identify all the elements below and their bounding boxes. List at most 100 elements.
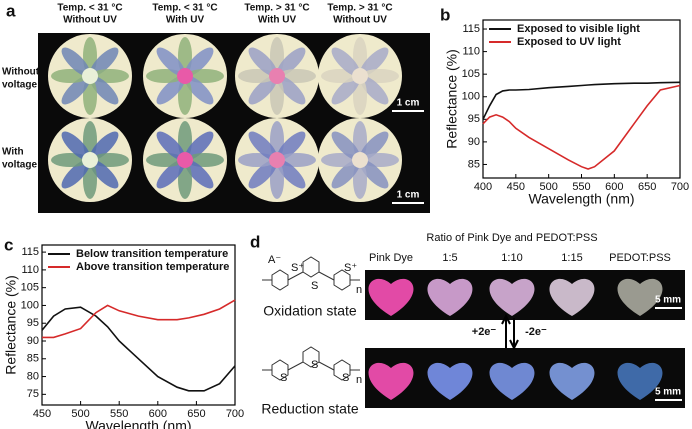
petal [184, 47, 214, 77]
y-tick-label: 80 [27, 370, 39, 382]
petal [156, 159, 186, 189]
row-label: With [2, 147, 24, 158]
panel-letter: c [4, 235, 13, 254]
legend-label: Exposed to visible light [517, 23, 640, 35]
petal [331, 159, 361, 189]
column-label: Pink Dye [369, 252, 413, 264]
petal [184, 159, 214, 189]
flower-center [352, 152, 368, 168]
legend-label: Exposed to UV light [517, 36, 621, 48]
series-line [482, 84, 681, 170]
petal [61, 47, 91, 77]
chem-label: S⁺ [344, 262, 357, 274]
flower-center [82, 68, 98, 84]
y-tick-label: 115 [462, 23, 480, 35]
petal [248, 159, 278, 189]
y-axis-label: Reflectance (%) [444, 49, 460, 149]
petal [61, 75, 91, 105]
petal [184, 131, 214, 161]
column-label: PEDOT:PSS [609, 252, 671, 264]
flower-center [82, 152, 98, 168]
row-label: Without [2, 67, 40, 78]
flower-photos [48, 34, 402, 202]
petal [89, 159, 119, 189]
y-tick-label: 85 [27, 353, 39, 365]
y-tick-label: 85 [468, 158, 480, 170]
y-tick-label: 100 [21, 299, 39, 311]
panel-letter: b [440, 5, 450, 24]
flower-center [269, 152, 285, 168]
flower-center [269, 68, 285, 84]
y-tick-label: 90 [468, 136, 480, 148]
electron-label: -2e⁻ [525, 326, 547, 338]
y-axis-label: Reflectance (%) [3, 275, 19, 375]
scale-label: 1 cm [397, 98, 420, 109]
x-tick-label: 650 [638, 181, 656, 193]
column-header: Temp. > 31 °C [244, 3, 309, 14]
petal [156, 131, 186, 161]
state-label: Reduction state [261, 401, 358, 417]
petal [156, 75, 186, 105]
petal [89, 75, 119, 105]
x-tick-label: 500 [539, 181, 557, 193]
legend-label: Below transition temperature [76, 248, 228, 260]
petal [89, 47, 119, 77]
heart [489, 278, 535, 316]
x-tick-label: 450 [33, 408, 51, 420]
x-tick-label: 600 [605, 181, 623, 193]
petal [359, 47, 389, 77]
petal [359, 159, 389, 189]
heart [549, 362, 595, 400]
arrow-head [509, 339, 519, 351]
petal [276, 47, 306, 77]
y-tick-label: 110 [21, 264, 39, 276]
x-tick-label: 550 [572, 181, 590, 193]
petal [248, 75, 278, 105]
petal [276, 159, 306, 189]
y-tick-label: 95 [468, 113, 480, 125]
heart [489, 362, 535, 400]
column-label: 1:5 [442, 252, 457, 264]
x-tick-label: 700 [226, 408, 244, 420]
panel-letter: d [250, 232, 260, 251]
x-tick-label: 600 [149, 408, 167, 420]
chem-structures [262, 256, 360, 381]
state-label: Oxidation state [263, 303, 357, 319]
heart [368, 362, 414, 400]
y-tick-label: 100 [462, 91, 480, 103]
series-line [41, 306, 236, 392]
heart [427, 278, 473, 316]
y-tick-label: 105 [21, 282, 39, 294]
y-tick-label: 105 [462, 68, 480, 80]
heart [617, 362, 663, 400]
column-header: Without UV [63, 15, 117, 26]
chem-label: n [356, 284, 362, 296]
chem-label: n [356, 374, 362, 386]
petal [184, 75, 214, 105]
scale-label: 5 mm [655, 295, 681, 306]
x-tick-label: 450 [507, 181, 525, 193]
flower-center [352, 68, 368, 84]
x-tick-label: 700 [671, 181, 689, 193]
x-tick-label: 500 [71, 408, 89, 420]
heart [368, 278, 414, 316]
y-tick-label: 75 [27, 388, 39, 400]
chem-label: S⁺ [291, 262, 304, 274]
heart [617, 278, 663, 316]
chem-label: S [311, 359, 318, 371]
series-line [42, 299, 236, 339]
petal [331, 47, 361, 77]
petal [359, 75, 389, 105]
chem-label: S [280, 372, 287, 384]
heart [549, 278, 595, 316]
column-label: 1:10 [501, 252, 522, 264]
petal [156, 47, 186, 77]
chem-label: S [342, 372, 349, 384]
column-label: 1:15 [561, 252, 582, 264]
x-tick-label: 400 [474, 181, 492, 193]
plot-frame [41, 244, 236, 406]
petal [359, 131, 389, 161]
scale-label: 1 cm [397, 190, 420, 201]
column-header: Temp. > 31 °C [327, 3, 392, 14]
